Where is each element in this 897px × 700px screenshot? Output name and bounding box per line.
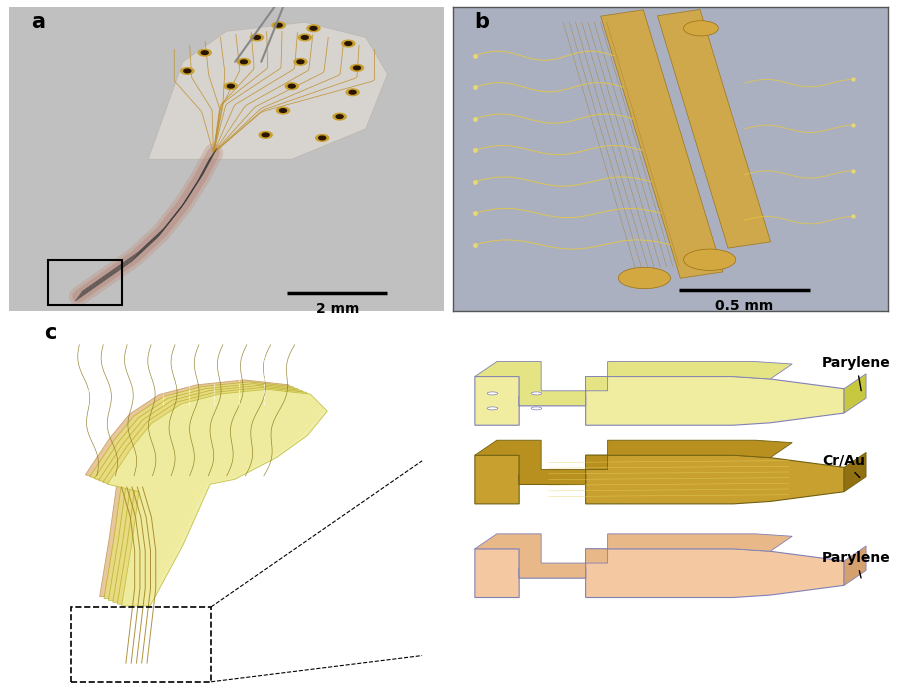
Text: Parylene: Parylene bbox=[822, 551, 891, 578]
Polygon shape bbox=[85, 380, 305, 596]
Text: c: c bbox=[44, 323, 57, 343]
Ellipse shape bbox=[316, 134, 328, 141]
Ellipse shape bbox=[254, 36, 260, 39]
Text: 2 mm: 2 mm bbox=[316, 302, 359, 316]
Ellipse shape bbox=[531, 407, 542, 410]
Polygon shape bbox=[475, 549, 844, 598]
Ellipse shape bbox=[307, 25, 320, 32]
Text: a: a bbox=[30, 13, 45, 32]
Polygon shape bbox=[844, 374, 866, 413]
Polygon shape bbox=[475, 534, 792, 578]
Ellipse shape bbox=[297, 60, 304, 64]
Ellipse shape bbox=[684, 21, 718, 36]
Ellipse shape bbox=[351, 64, 363, 71]
Ellipse shape bbox=[344, 42, 352, 46]
Ellipse shape bbox=[684, 249, 736, 270]
Ellipse shape bbox=[181, 68, 194, 74]
Ellipse shape bbox=[353, 66, 361, 70]
Polygon shape bbox=[99, 386, 318, 602]
Polygon shape bbox=[475, 455, 844, 504]
Ellipse shape bbox=[201, 51, 208, 55]
Ellipse shape bbox=[262, 133, 269, 136]
Polygon shape bbox=[108, 389, 327, 606]
Ellipse shape bbox=[272, 22, 285, 29]
Text: Parylene: Parylene bbox=[822, 356, 891, 391]
Polygon shape bbox=[94, 384, 314, 601]
Ellipse shape bbox=[259, 132, 272, 138]
Ellipse shape bbox=[342, 40, 355, 47]
Ellipse shape bbox=[276, 107, 290, 114]
Ellipse shape bbox=[336, 115, 343, 118]
Ellipse shape bbox=[285, 83, 299, 90]
Text: Cr/Au: Cr/Au bbox=[822, 454, 865, 477]
Ellipse shape bbox=[618, 267, 670, 288]
Polygon shape bbox=[103, 387, 323, 604]
Ellipse shape bbox=[299, 34, 311, 41]
Ellipse shape bbox=[227, 84, 234, 88]
Bar bbox=[71, 607, 211, 682]
Bar bbox=[48, 260, 122, 305]
Ellipse shape bbox=[310, 27, 317, 30]
Ellipse shape bbox=[280, 108, 286, 113]
Ellipse shape bbox=[349, 90, 356, 94]
Ellipse shape bbox=[238, 59, 250, 65]
Ellipse shape bbox=[487, 392, 498, 395]
Polygon shape bbox=[658, 10, 771, 248]
Polygon shape bbox=[844, 546, 866, 585]
Polygon shape bbox=[844, 452, 866, 491]
Polygon shape bbox=[475, 440, 792, 484]
Ellipse shape bbox=[184, 69, 191, 73]
Ellipse shape bbox=[318, 136, 326, 140]
Text: b: b bbox=[475, 13, 490, 32]
Text: 0.5 mm: 0.5 mm bbox=[715, 300, 773, 314]
Polygon shape bbox=[148, 22, 388, 160]
Ellipse shape bbox=[275, 23, 283, 27]
Ellipse shape bbox=[240, 60, 248, 64]
Ellipse shape bbox=[198, 49, 212, 56]
Ellipse shape bbox=[250, 34, 264, 41]
Ellipse shape bbox=[346, 89, 359, 96]
Ellipse shape bbox=[224, 83, 238, 90]
Polygon shape bbox=[475, 362, 792, 406]
Ellipse shape bbox=[294, 59, 307, 65]
Ellipse shape bbox=[487, 407, 498, 410]
Ellipse shape bbox=[333, 113, 346, 120]
Polygon shape bbox=[475, 377, 844, 425]
Ellipse shape bbox=[531, 392, 542, 395]
Polygon shape bbox=[90, 382, 309, 598]
Ellipse shape bbox=[288, 84, 295, 88]
Polygon shape bbox=[601, 10, 723, 278]
Ellipse shape bbox=[301, 36, 309, 39]
